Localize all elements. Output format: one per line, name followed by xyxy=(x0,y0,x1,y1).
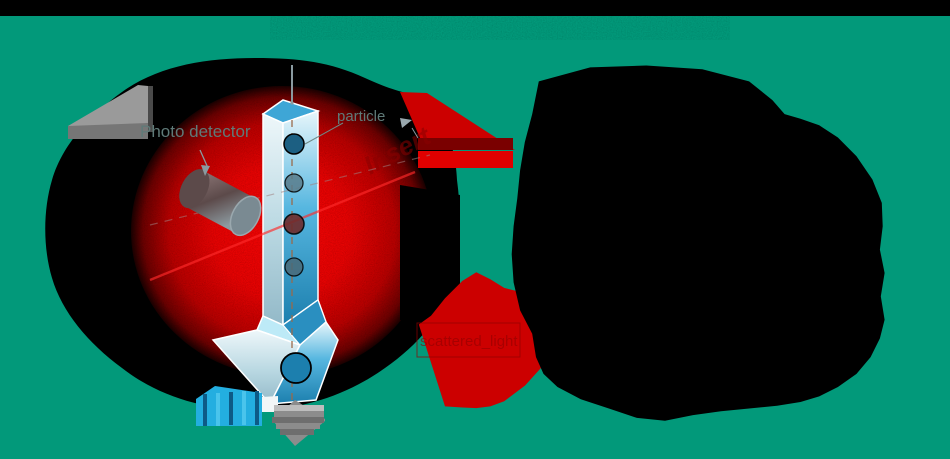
svg-text:scattered_light: scattered_light xyxy=(420,333,518,350)
